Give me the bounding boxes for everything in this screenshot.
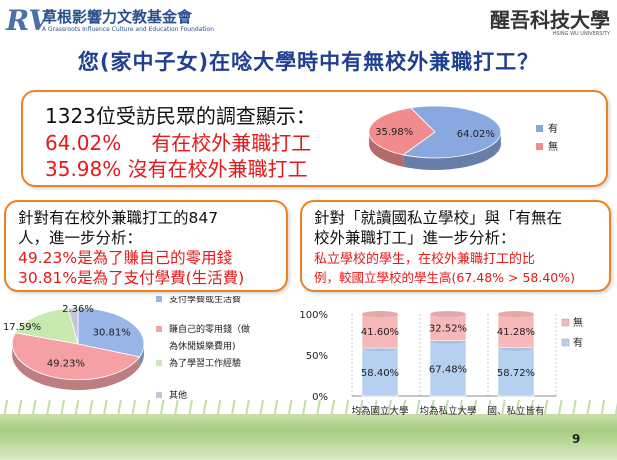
main-legend-label-0: 有 xyxy=(548,122,558,135)
reason-legend-swatch-0 xyxy=(156,296,162,302)
bar-value-label-1-0: 67.48% xyxy=(429,364,467,375)
main-pie-slice-0 xyxy=(402,105,502,159)
main-pie-label-0: 64.02% xyxy=(457,129,495,140)
bar-legend-label-0: 有 xyxy=(573,336,583,349)
reason-pie-wall-1 xyxy=(12,346,140,390)
school-line-1: 針對「就讀國私立學校」與「有無在 xyxy=(314,209,563,227)
main-legend-swatch-1 xyxy=(536,143,543,150)
reason-pie-label-2: 17.59% xyxy=(4,322,41,333)
summary-line-1: 1323位受訪民眾的調查顯示： xyxy=(45,104,316,128)
main-pie-chart: 64.02% 35.98% 有無 xyxy=(368,105,558,170)
reason-pie-label-1: 49.23% xyxy=(47,359,85,370)
y-tick-label-0: 100% xyxy=(300,310,328,321)
bar-0-0 xyxy=(361,347,399,397)
bar-0-1 xyxy=(361,313,399,349)
x-tick-label-0: 均為國立大學 xyxy=(351,405,408,417)
foundation-name: 草根影響力文教基金會 xyxy=(42,8,193,26)
reason-pie-slice-1 xyxy=(11,332,141,381)
reason-pie-slice-3 xyxy=(67,307,79,345)
reasons-line-3: 49.23%是為了賺自己的零用錢 xyxy=(18,249,233,267)
bar-value-label-2-1: 41.28% xyxy=(497,327,535,338)
reason-legend-swatch-3 xyxy=(156,392,162,398)
main-pie-slice-1 xyxy=(368,107,436,156)
bar-2-1 xyxy=(497,313,535,349)
university-name: 醒吾科技大學 xyxy=(490,8,610,32)
reason-legend-swatch-1 xyxy=(156,326,162,332)
reasons-summary-box: 針對有在校外兼職打工的847 人，進一步分析： 49.23%是為了賺自己的零用錢… xyxy=(4,200,288,292)
bar-1-0 xyxy=(429,340,467,397)
main-legend-label-1: 無 xyxy=(548,140,558,153)
university-subtitle: HSING WU UNIVERSITY xyxy=(552,31,611,37)
bar-legend-swatch-1 xyxy=(561,318,570,327)
main-pie-label-1: 35.98% xyxy=(375,127,413,138)
school-line-2: 校外兼職打工」進一步分析： xyxy=(314,229,516,247)
page-number: 9 xyxy=(572,432,581,446)
bar-value-label-1-1: 32.52% xyxy=(429,323,467,334)
reason-legend-label-2-0: 為了學習工作經驗 xyxy=(169,357,241,369)
summary-line-3: 35.98% 沒有在校外兼職打工 xyxy=(45,157,308,181)
reason-legend-label-3-0: 其他 xyxy=(169,389,187,401)
bar-2-0 xyxy=(497,347,535,397)
x-tick-label-2: 國、私立皆有 xyxy=(487,405,544,417)
reasons-line-1: 針對有在校外兼職打工的847 xyxy=(18,209,219,227)
university-logo: 醒吾科技大學 HSING WU UNIVERSITY xyxy=(490,0,614,44)
bar-value-label-0-0: 58.40% xyxy=(361,368,399,379)
y-tick-label-1: 50% xyxy=(306,351,328,362)
foundation-logo: RV 草根影響力文教基金會 A Grassroots Influence Cul… xyxy=(6,4,214,40)
school-line-4-text: 例，較國立學校的學生高(67.48% > 58.40%) xyxy=(314,270,575,285)
bar-cap-0-1 xyxy=(362,311,398,317)
summary-yes-pct: 64.02% xyxy=(45,131,122,155)
school-type-summary-box: 針對「就讀國私立學校」與「有無在 校外兼職打工」進一步分析： 私立學校的學生，在… xyxy=(300,200,611,292)
y-tick-label-2: 0% xyxy=(312,392,328,403)
school-line-3: 私立學校的學生，在校外兼職打工的比 xyxy=(314,252,536,267)
reason-pie-slice-2 xyxy=(14,307,79,345)
summary-box: 1323位受訪民眾的調查顯示： 64.02% 有在校外兼職打工 35.98% 沒有… xyxy=(21,90,608,187)
bar-legend-swatch-0 xyxy=(561,338,570,347)
summary-line-2: 64.02% 有在校外兼職打工 xyxy=(45,127,311,156)
reason-pie-label-3: 2.36% xyxy=(62,304,94,315)
summary-yes-text: 有在校外兼職打工 xyxy=(151,131,312,155)
reason-legend-label-1-1: 為休閒娛樂費用) xyxy=(169,340,236,352)
foundation-logo-mark: RV xyxy=(6,4,50,37)
reason-legend-label-0-0: 支付學費或生活費 xyxy=(169,296,241,305)
bar-1-1 xyxy=(429,313,467,342)
bar-value-label-0-1: 41.60% xyxy=(361,327,399,338)
school-line-4: 例，較國立學校的學生高(67.48% > 58.40%) xyxy=(314,267,575,286)
page-title: 您(家中子女)在唸大學時中有無校外兼職打工？ xyxy=(77,50,540,74)
reason-pie-slice-0 xyxy=(77,307,145,358)
reasons-line-4: 30.81%是為了支付學費(生活費) xyxy=(18,269,245,287)
reason-legend-label-1-0: 賺自己的零用錢（做 xyxy=(169,323,250,335)
grass-background xyxy=(0,414,617,460)
main-pie-wall-0 xyxy=(403,133,501,170)
bar-cap-2-1 xyxy=(498,311,534,317)
reason-pie-label-0: 30.81% xyxy=(93,327,131,338)
bar-cap-1-1 xyxy=(430,311,466,317)
main-pie-wall-1 xyxy=(369,133,404,167)
bar-legend-label-1: 無 xyxy=(573,316,583,329)
x-tick-label-1: 均為私立大學 xyxy=(419,405,476,417)
reasons-line-2: 人，進一步分析： xyxy=(18,229,143,247)
main-legend-swatch-0 xyxy=(536,125,543,132)
school-type-bar-chart: 100% 50% 0% 58.40% 41.60% 均為國立大學 67.48% 32.52% 均… xyxy=(300,310,583,417)
reasons-pie-chart: 30.81% 49.23% 17.59% 2.36% 支付學費或生活費賺自己的零用錢（… xyxy=(4,296,250,401)
bar-value-label-2-0: 58.72% xyxy=(497,368,535,379)
reason-legend-swatch-2 xyxy=(156,360,162,366)
foundation-subtitle: A Grassroots Influence Culture and Educa… xyxy=(42,26,214,33)
